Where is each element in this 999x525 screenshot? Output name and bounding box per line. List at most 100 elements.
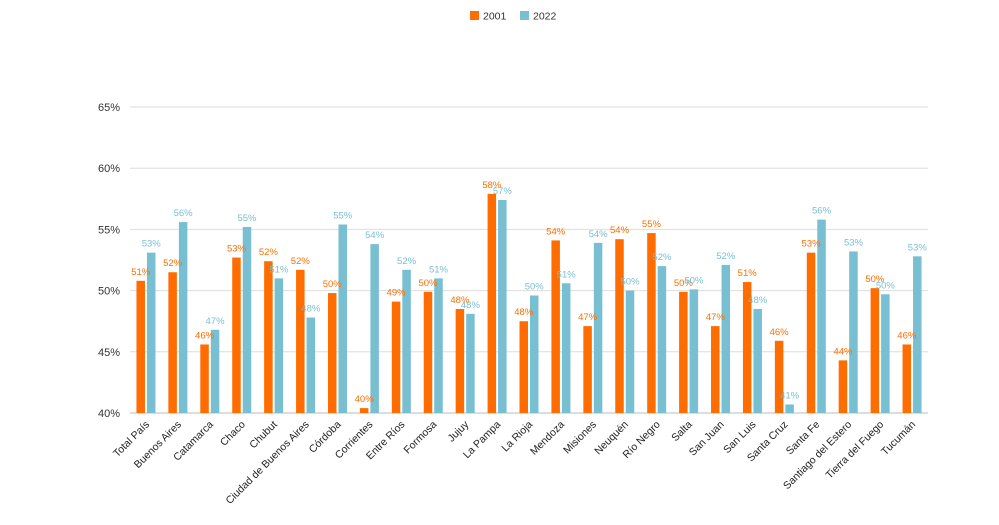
bar-2022 (817, 219, 826, 413)
bar-2001 (774, 340, 784, 413)
bar-2001 (296, 269, 305, 413)
legend-label: 2022 (533, 11, 557, 23)
bar-2022 (561, 283, 571, 413)
data-label: 57% (493, 186, 513, 197)
bar-2001 (551, 240, 560, 413)
bar-2001 (391, 301, 401, 413)
bar-2001 (742, 282, 752, 413)
bar-2022 (881, 294, 890, 413)
data-label: 46% (195, 330, 215, 341)
data-label: 56% (174, 208, 194, 219)
bar-2022 (721, 264, 731, 413)
legend-label: 2001 (483, 11, 507, 23)
data-label: 54% (589, 229, 609, 240)
bar-2001 (487, 193, 497, 413)
bar-2022 (753, 308, 762, 413)
bar-2022 (178, 222, 188, 413)
y-axis-ticks: 40% 45% 50% 55% 60% 65% (98, 102, 120, 420)
bar-2001 (711, 326, 720, 413)
bar-2001 (232, 257, 241, 413)
x-tick-label: Tucumán (879, 419, 918, 458)
data-label: 51% (738, 268, 758, 279)
bar-2001 (615, 239, 624, 413)
bar-2001 (583, 326, 592, 413)
x-tick-label: Mendoza (528, 419, 567, 458)
data-label: 48% (748, 295, 768, 306)
data-label: 56% (812, 206, 832, 217)
bar-2001 (264, 261, 273, 413)
x-tick-label: Formosa (402, 419, 440, 457)
bar-2022 (370, 244, 379, 413)
x-tick-label: San Juan (687, 419, 727, 459)
data-label: 53% (802, 239, 822, 250)
data-label: 51% (429, 264, 449, 275)
data-label: 49% (387, 288, 407, 299)
y-tick-label: 55% (98, 224, 120, 236)
data-label: 52% (291, 256, 311, 267)
data-label: 50% (418, 278, 438, 289)
bar-2022 (657, 266, 667, 413)
bar-2022 (466, 313, 475, 413)
bar-2022 (498, 200, 507, 413)
data-label: 47% (206, 316, 226, 327)
bar-2022 (849, 251, 858, 413)
data-label: 48% (514, 307, 534, 318)
bar-2001 (455, 308, 465, 413)
data-label: 50% (323, 279, 343, 290)
bar-2001 (423, 291, 433, 413)
y-tick-label: 50% (98, 286, 120, 298)
bar-2022 (146, 252, 156, 413)
bar-2001 (870, 288, 880, 413)
y-tick-label: 65% (98, 102, 120, 114)
bar-2022 (913, 256, 922, 413)
data-label: 47% (578, 312, 598, 323)
data-label: 50% (674, 278, 694, 289)
bar-2001 (200, 344, 209, 413)
data-label: 52% (163, 258, 183, 269)
bar-2022 (689, 289, 699, 413)
data-label: 53% (908, 242, 928, 253)
data-labels: 51%52%46%53% 52%52%50%40%49%50%48%58%48%5… (131, 180, 927, 405)
data-label: 55% (333, 211, 353, 222)
data-label: 50% (621, 277, 641, 288)
legend-swatch (520, 11, 529, 20)
data-label: 55% (237, 213, 257, 224)
bar-2001 (136, 280, 145, 413)
data-label: 40% (355, 394, 375, 405)
bar-2022 (593, 242, 603, 413)
bar-2001 (647, 233, 656, 413)
data-label: 46% (897, 330, 917, 341)
data-label: 53% (844, 237, 864, 248)
bar-2001 (168, 272, 177, 413)
data-label: 55% (642, 219, 662, 230)
bar-2001 (838, 360, 848, 413)
data-label: 50% (684, 275, 704, 286)
data-label: 52% (397, 256, 417, 267)
data-label: 51% (131, 267, 151, 278)
data-label: 53% (227, 244, 247, 255)
x-tick-label: Tierra del Fuego (824, 419, 887, 482)
gridlines (130, 106, 928, 414)
data-label: 48% (301, 304, 321, 315)
data-label: 51% (269, 264, 289, 275)
x-tick-label: Jujuy (445, 418, 471, 444)
data-label: 52% (716, 251, 736, 262)
bar-2022 (242, 226, 252, 413)
bar-2022 (306, 317, 316, 413)
bar-2001 (806, 252, 816, 413)
data-label: 54% (610, 225, 630, 236)
bar-2001 (902, 344, 912, 413)
bar-2001 (679, 291, 688, 413)
data-label: 41% (780, 390, 800, 401)
bars (136, 193, 922, 413)
bar-2001 (327, 293, 337, 413)
data-label: 51% (557, 269, 577, 280)
bar-2022 (434, 278, 443, 413)
bar-2022 (530, 295, 539, 413)
data-label: 50% (525, 281, 545, 292)
data-label: 47% (706, 312, 726, 323)
x-tick-label: Chaco (218, 419, 248, 449)
bar-2022 (785, 404, 794, 413)
data-label: 50% (865, 274, 885, 285)
